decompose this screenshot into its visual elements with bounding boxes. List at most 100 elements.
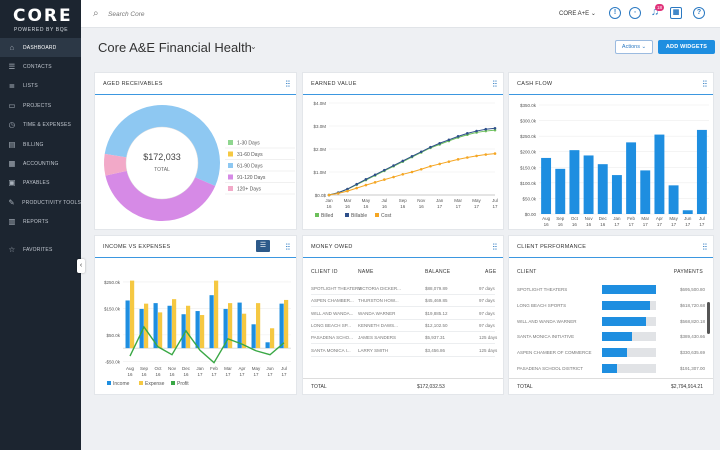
timer-icon[interactable]: ! [609,7,621,19]
expense-bar[interactable] [214,280,219,349]
expense-bar[interactable] [130,280,135,349]
table-view-icon[interactable]: ☰ [256,240,270,252]
chevron-down-icon[interactable]: ⌄ [250,42,257,51]
data-point[interactable] [475,154,478,158]
sidebar-item-contacts[interactable]: ☰ CONTACTS [0,57,81,76]
legend-label[interactable]: 120+ Days [237,187,262,193]
expense-bar[interactable] [172,299,177,349]
sidebar-item-lists[interactable]: ≣ LISTS [0,77,81,96]
data-point[interactable] [383,178,386,181]
table-row[interactable]: WILL AND WANDA... WANDA WARNER $19,885.12 9… [311,308,495,320]
donut-slice[interactable] [105,170,216,221]
donut-slice[interactable] [104,153,127,176]
sidebar-item-payables[interactable]: ▣ PAYABLES [0,174,81,193]
sidebar-item-billing[interactable]: ▤ BILLING [0,135,81,154]
donut-slice[interactable] [104,104,220,187]
help-icon[interactable]: ? [693,7,705,19]
cash-flow-bar[interactable] [682,210,693,214]
scrollbar[interactable] [707,302,710,334]
data-point[interactable] [346,187,349,191]
table-row[interactable]: SANTA MONICA I... LARRY SMITH $3,456.86 125… [311,345,497,357]
income-bar[interactable] [265,342,270,349]
data-point[interactable] [364,183,368,187]
table-row[interactable]: PASADENA SCHO... JAMES SANDERS $5,937.31 12… [311,332,497,345]
legend-label[interactable]: Billable [351,213,367,219]
expense-bar[interactable] [270,328,275,349]
chat-icon[interactable]: ◦ [629,7,641,19]
expense-bar[interactable] [228,303,233,349]
core-logo[interactable]: CORE [13,6,73,26]
legend-label[interactable]: Billed [321,213,333,219]
data-point[interactable] [456,135,460,138]
data-point[interactable] [327,193,331,197]
search-input[interactable] [108,7,308,21]
legend-label[interactable]: 1-30 Days [237,141,260,147]
data-point[interactable] [475,129,478,133]
list-item[interactable]: SANTA MONICA INITIATIVE $389,430.66 [517,329,705,345]
legend-label[interactable]: 61-90 Days [237,164,263,170]
cash-flow-bar[interactable] [541,157,552,214]
data-point[interactable] [429,145,432,149]
data-point[interactable] [438,162,441,166]
data-point[interactable] [466,156,469,159]
cash-flow-bar[interactable] [597,164,608,214]
data-point[interactable] [456,158,460,161]
expense-bar[interactable] [200,315,205,349]
list-item[interactable]: ASPEN CHAMBER OF COMMERCE $330,635.69 [517,345,705,361]
column-header-client-id[interactable]: CLIENT ID [311,269,338,275]
column-header-balance[interactable]: BALANCE [425,269,451,275]
data-point[interactable] [484,127,488,131]
table-row[interactable]: ASPEN CHAMBER... THURSTON HOW... $45,469.8… [311,295,495,308]
income-bar[interactable] [139,308,144,349]
data-point[interactable] [401,173,405,176]
income-bar[interactable] [153,303,158,349]
sidebar-item-projects[interactable]: ▭ PROJECTS [0,96,81,115]
data-point[interactable] [401,159,405,163]
column-header-payments[interactable]: PAYMENTS [673,269,703,275]
data-point[interactable] [419,167,423,171]
data-point[interactable] [484,153,488,156]
settings-sliders-icon[interactable]: ⫶⫶ [702,242,707,252]
column-header-name[interactable]: NAME [358,269,374,275]
table-row[interactable]: SPOTLIGHT THEATERS VICTORIA DICKER... $88,… [311,283,495,295]
data-point[interactable] [419,150,423,154]
settings-sliders-icon[interactable]: ⫶⫶ [492,242,497,252]
data-point[interactable] [429,164,432,168]
column-header-age[interactable]: AGE [485,269,497,275]
settings-sliders-icon[interactable]: ⫶⫶ [702,79,707,89]
cash-flow-bar[interactable] [696,129,707,214]
expense-bar[interactable] [256,303,261,349]
legend-label[interactable]: Profit [177,381,189,387]
cash-flow-bar[interactable] [668,185,679,214]
data-point[interactable] [373,181,377,184]
settings-sliders-icon[interactable]: ⫶⫶ [285,79,290,89]
income-bar[interactable] [209,295,214,349]
data-point[interactable] [355,182,358,186]
data-point[interactable] [493,152,497,155]
legend-label[interactable]: Income [113,381,130,387]
data-point[interactable] [447,138,451,142]
list-item[interactable]: PASADENA SCHOOL DISTRICT $191,307.00 [517,361,705,377]
expense-bar[interactable] [284,299,289,349]
income-bar[interactable] [279,303,284,349]
income-bar[interactable] [237,302,242,349]
data-point[interactable] [364,178,368,181]
sidebar-item-favorites[interactable]: ☆ FAVORITES [0,240,81,259]
expense-bar[interactable] [242,313,247,349]
legend-label[interactable]: Expense [145,381,165,387]
data-point[interactable] [493,128,497,132]
legend-label[interactable]: 31-60 Days [237,152,263,158]
data-point[interactable] [438,141,441,145]
sidebar-item-accounting[interactable]: ▦ ACCOUNTING [0,154,81,173]
cash-flow-bar[interactable] [555,168,566,214]
income-bar[interactable] [251,324,256,349]
income-bar[interactable] [125,300,130,349]
data-point[interactable] [447,160,451,163]
list-item[interactable]: LONG BEACH SPORTS $618,720.68 [517,298,705,314]
income-bar[interactable] [181,314,186,349]
list-item[interactable]: WILL AND WANDA WARNER $568,820.18 [517,314,705,330]
data-point[interactable] [355,186,358,190]
sidebar-item-productivity-tools[interactable]: ✎ PRODUCTIVITY TOOLS [0,193,81,212]
add-widgets-button[interactable]: ADD WIDGETS [658,40,715,54]
cash-flow-bar[interactable] [640,170,651,214]
